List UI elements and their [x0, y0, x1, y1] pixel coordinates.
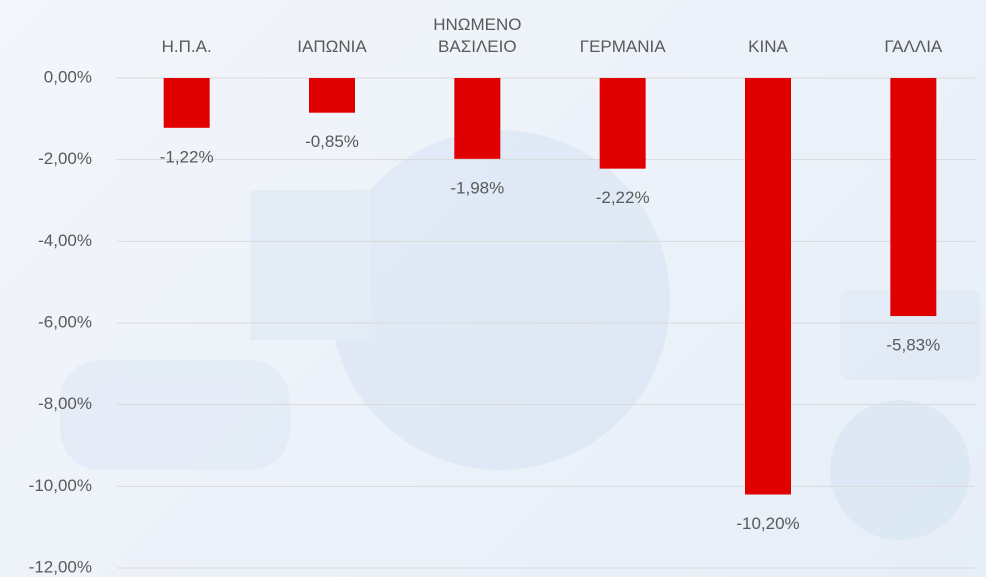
y-tick-label: -6,00% [38, 312, 92, 331]
bar [163, 78, 210, 128]
bar [599, 78, 646, 169]
bar [309, 78, 355, 113]
y-tick-label: -10,00% [29, 476, 92, 495]
category-label: Η.Π.Α. [161, 37, 212, 56]
value-label: -0,85% [305, 132, 359, 151]
y-tick-label: -2,00% [38, 149, 92, 168]
bar [454, 78, 501, 159]
y-tick-label: 0,00% [44, 67, 92, 86]
watermark [60, 130, 980, 540]
y-tick-label: -12,00% [29, 557, 92, 576]
value-label: -5,83% [886, 336, 940, 355]
category-label: ΓΕΡΜΑΝΙΑ [579, 37, 666, 56]
value-label: -1,98% [450, 178, 504, 197]
bar [890, 78, 937, 317]
value-label: -1,22% [160, 147, 214, 166]
value-label: -10,20% [736, 514, 799, 533]
category-label: ΗΝΩΜΕΝΟ ΒΑΣΙΛΕΙΟ [433, 15, 522, 56]
category-label: ΓΑΛΛΙΑ [884, 37, 943, 56]
y-tick-label: -8,00% [38, 394, 92, 413]
category-label: ΚΙΝΑ [748, 37, 788, 56]
value-label: -2,22% [596, 188, 650, 207]
category-label: ΙΑΠΩΝΙΑ [297, 37, 367, 56]
y-tick-label: -4,00% [38, 231, 92, 250]
bar [745, 78, 791, 495]
